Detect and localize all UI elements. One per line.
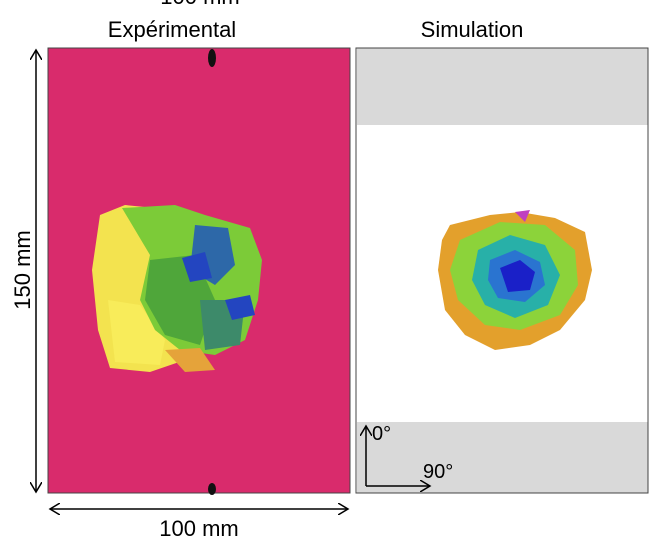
panel-title: Simulation (421, 17, 524, 42)
top-label: 100 mm (160, 0, 239, 9)
experimental-image (47, 47, 351, 495)
orientation-label: 0° (372, 423, 391, 445)
panel-title: Expérimental (108, 17, 236, 42)
height-label: 150 mm (10, 230, 35, 309)
orientation-label: 90° (423, 461, 453, 483)
width-label: 100 mm (159, 516, 238, 540)
simulation-image (355, 47, 649, 494)
